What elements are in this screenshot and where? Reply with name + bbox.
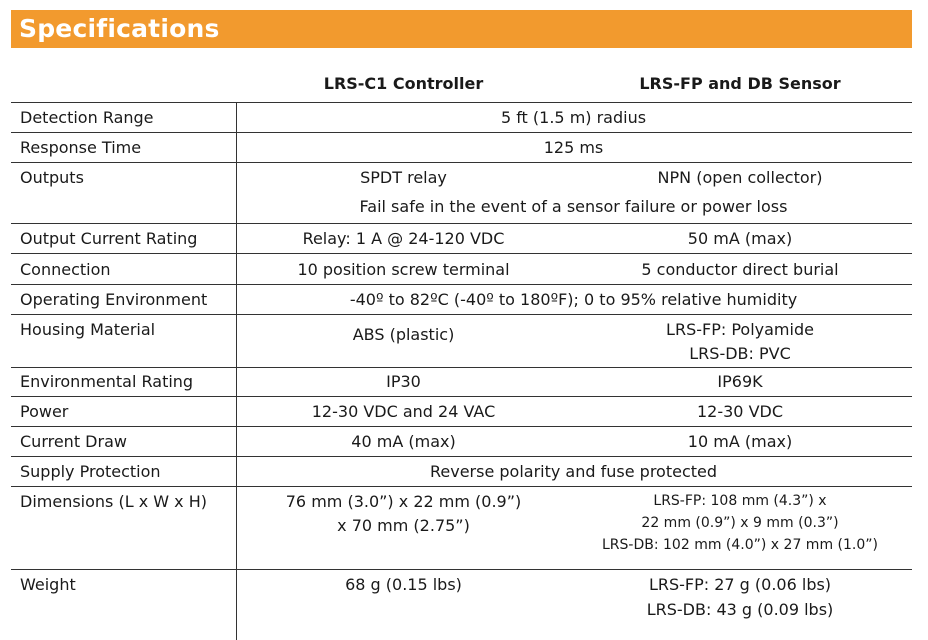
table-rule — [11, 132, 912, 133]
row-label-dimensions: Dimensions (L x W x H) — [20, 492, 207, 511]
value-detection-range: 5 ft (1.5 m) radius — [500, 108, 647, 127]
value-dimensions-sensor-line2: 22 mm (0.9”) x 9 mm (0.3”) — [641, 515, 839, 531]
value-output-current-controller: Relay: 1 A @ 24-120 VDC — [302, 229, 505, 248]
value-outputs-controller: SPDT relay — [360, 168, 447, 187]
table-rule — [11, 162, 912, 163]
value-power-controller: 12-30 VDC and 24 VAC — [311, 402, 496, 421]
table-rule — [11, 284, 912, 285]
row-label-environmental-rating: Environmental Rating — [20, 372, 194, 391]
section-title: Specifications — [19, 14, 220, 43]
table-rule — [11, 456, 912, 457]
table-rule — [11, 569, 912, 570]
table-rule — [11, 426, 912, 427]
value-outputs-sensor: NPN (open collector) — [657, 168, 823, 187]
row-label-supply-protection: Supply Protection — [20, 462, 161, 481]
value-weight-sensor-db: LRS-DB: 43 g (0.09 lbs) — [646, 600, 834, 619]
column-header-sensor: LRS-FP and DB Sensor — [639, 74, 841, 93]
row-label-current-draw: Current Draw — [20, 432, 127, 451]
value-dimensions-sensor-line1: LRS-FP: 108 mm (4.3”) x — [653, 493, 827, 509]
value-weight-sensor-fp: LRS-FP: 27 g (0.06 lbs) — [648, 575, 832, 594]
value-outputs-note: Fail safe in the event of a sensor failu… — [359, 197, 788, 216]
table-rule — [11, 486, 912, 487]
row-label-outputs: Outputs — [20, 168, 84, 187]
column-header-controller: LRS-C1 Controller — [323, 74, 484, 93]
value-dimensions-sensor-line3: LRS-DB: 102 mm (4.0”) x 27 mm (1.0”) — [602, 537, 878, 553]
row-label-response-time: Response Time — [20, 138, 142, 157]
table-rule — [11, 396, 912, 397]
table-rule — [11, 314, 912, 315]
value-weight-controller: 68 g (0.15 lbs) — [345, 575, 462, 594]
row-label-operating-environment: Operating Environment — [20, 290, 208, 309]
table-rule — [11, 253, 912, 254]
value-response-time: 125 ms — [543, 138, 604, 157]
section-header: Specifications — [11, 10, 912, 48]
value-output-current-sensor: 50 mA (max) — [687, 229, 793, 248]
value-housing-sensor-db: LRS-DB: PVC — [689, 344, 791, 363]
value-current-draw-controller: 40 mA (max) — [351, 432, 456, 451]
row-label-detection-range: Detection Range — [20, 108, 154, 127]
row-label-housing-material: Housing Material — [20, 320, 156, 339]
value-dimensions-controller-line1: 76 mm (3.0”) x 22 mm (0.9”) — [285, 492, 522, 511]
value-supply-protection: Reverse polarity and fuse protected — [429, 462, 718, 481]
value-connection-sensor: 5 conductor direct burial — [641, 260, 839, 279]
value-dimensions-controller-line2: x 70 mm (2.75”) — [337, 516, 470, 535]
row-label-connection: Connection — [20, 260, 111, 279]
value-env-rating-sensor: IP69K — [717, 372, 763, 391]
row-label-power: Power — [20, 402, 69, 421]
value-operating-environment: -40º to 82ºC (-40º to 180ºF); 0 to 95% r… — [349, 290, 798, 309]
table-rule — [11, 223, 912, 224]
value-env-rating-controller: IP30 — [386, 372, 421, 391]
value-housing-controller: ABS (plastic) — [352, 325, 455, 344]
value-current-draw-sensor: 10 mA (max) — [687, 432, 793, 451]
value-power-sensor: 12-30 VDC — [696, 402, 783, 421]
table-column-divider — [236, 102, 237, 640]
table-rule — [11, 367, 912, 368]
row-label-output-current: Output Current Rating — [20, 229, 198, 248]
row-label-weight: Weight — [20, 575, 76, 594]
table-rule — [11, 102, 912, 103]
value-housing-sensor-fp: LRS-FP: Polyamide — [666, 320, 814, 339]
value-connection-controller: 10 position screw terminal — [297, 260, 510, 279]
